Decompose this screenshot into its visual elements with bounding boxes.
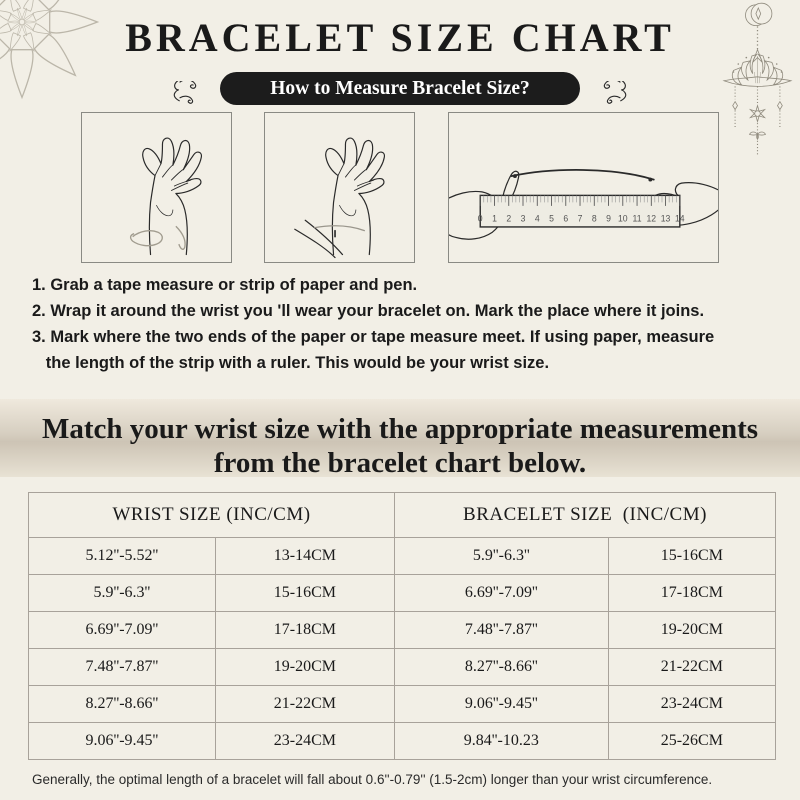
svg-text:6: 6 (563, 214, 568, 224)
svg-text:10: 10 (618, 214, 628, 224)
svg-text:2: 2 (506, 214, 511, 224)
svg-text:12: 12 (646, 214, 656, 224)
svg-text:1: 1 (492, 214, 497, 224)
svg-text:13: 13 (661, 214, 671, 224)
svg-text:7: 7 (578, 214, 583, 224)
svg-text:4: 4 (535, 214, 540, 224)
svg-text:0: 0 (478, 214, 483, 224)
svg-text:8: 8 (592, 214, 597, 224)
svg-text:9: 9 (606, 214, 611, 224)
svg-text:11: 11 (633, 214, 642, 224)
svg-text:14: 14 (675, 214, 685, 224)
svg-text:3: 3 (521, 214, 526, 224)
svg-text:5: 5 (549, 214, 554, 224)
